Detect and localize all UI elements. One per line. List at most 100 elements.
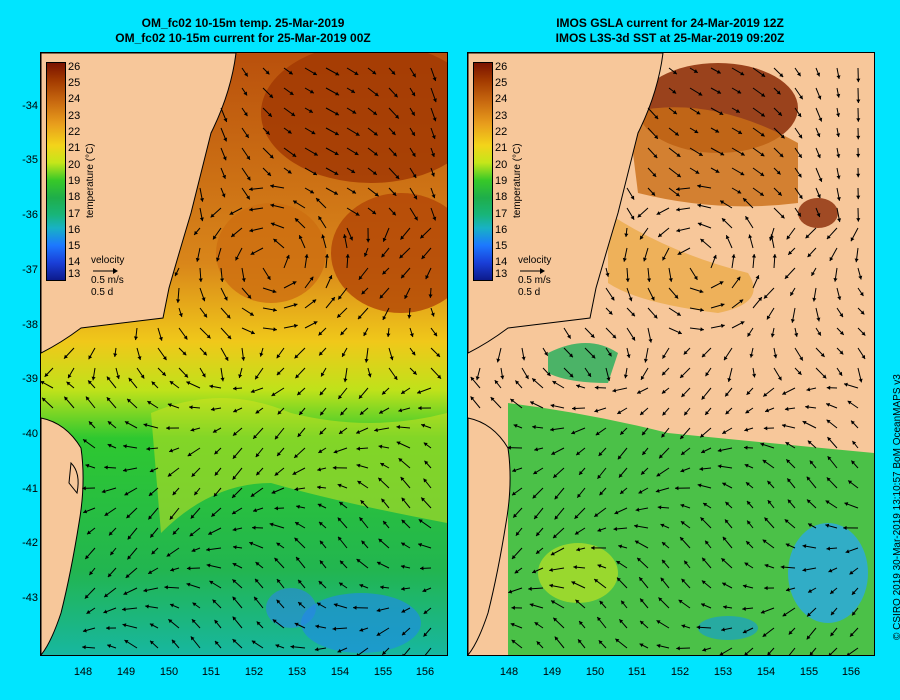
current-vector-arrow bbox=[689, 107, 701, 115]
current-vector-arrow bbox=[745, 407, 754, 414]
current-vector-arrow bbox=[199, 347, 208, 356]
current-vector-arrow bbox=[186, 566, 201, 571]
current-vector-arrow bbox=[731, 127, 743, 135]
current-vector-arrow bbox=[149, 623, 159, 629]
current-vector-arrow bbox=[122, 467, 138, 473]
current-vector-arrow bbox=[367, 167, 378, 176]
current-vector-arrow bbox=[470, 396, 481, 409]
current-vector-arrow bbox=[249, 227, 264, 233]
colorbar-tick: 26 bbox=[495, 61, 508, 73]
current-vector-arrow bbox=[381, 647, 390, 655]
current-vector-arrow bbox=[324, 254, 330, 269]
current-vector-arrow bbox=[296, 387, 306, 396]
current-vector-arrow bbox=[647, 147, 658, 159]
current-vector-arrow bbox=[642, 247, 649, 262]
current-vector-arrow bbox=[166, 547, 180, 557]
current-vector-arrow bbox=[346, 207, 360, 216]
current-vector-arrow bbox=[805, 227, 817, 239]
lon-label: 148 bbox=[73, 666, 93, 678]
lon-label: 153 bbox=[287, 666, 307, 678]
current-vector-arrow bbox=[571, 406, 586, 411]
current-vector-arrow bbox=[294, 217, 306, 229]
current-vector-arrow bbox=[857, 267, 863, 280]
current-vector-arrow bbox=[815, 367, 827, 379]
current-vector-arrow bbox=[535, 547, 544, 555]
current-vector-arrow bbox=[230, 227, 243, 238]
current-vector-arrow bbox=[168, 447, 180, 453]
current-vector-arrow bbox=[658, 597, 670, 609]
left-title-line2: OM_fc02 10-15m current for 25-Mar-2019 0… bbox=[115, 31, 371, 45]
current-vector-arrow bbox=[617, 407, 628, 415]
current-vector-arrow bbox=[639, 620, 649, 629]
current-vector-arrow bbox=[710, 147, 725, 156]
current-vector-arrow bbox=[82, 486, 96, 491]
current-vector-arrow bbox=[276, 542, 285, 549]
current-vector-arrow bbox=[773, 127, 785, 139]
current-vector-arrow bbox=[423, 607, 432, 615]
current-vector-arrow bbox=[512, 507, 523, 518]
current-vector-arrow bbox=[661, 387, 670, 394]
current-vector-arrow bbox=[536, 640, 544, 649]
current-vector-arrow bbox=[535, 527, 544, 537]
colorbar-tick: 22 bbox=[495, 126, 508, 138]
right-title-line1: IMOS GSLA current for 24-Mar-2019 12Z bbox=[556, 16, 784, 30]
current-vector-arrow bbox=[157, 367, 167, 377]
current-vector-arrow bbox=[283, 107, 296, 117]
current-vector-arrow bbox=[325, 127, 339, 136]
current-vector-arrow bbox=[772, 253, 777, 269]
current-vector-arrow bbox=[101, 487, 117, 494]
current-vector-arrow bbox=[639, 407, 649, 416]
current-vector-arrow bbox=[297, 427, 306, 438]
current-vector-arrow bbox=[241, 147, 251, 161]
lon-label: 153 bbox=[713, 666, 733, 678]
current-vector-arrow bbox=[399, 247, 411, 259]
current-vector-arrow bbox=[423, 478, 432, 489]
current-vector-arrow bbox=[421, 423, 432, 429]
current-vector-arrow bbox=[107, 567, 117, 578]
current-vector-arrow bbox=[356, 647, 369, 655]
current-vector-arrow bbox=[752, 107, 766, 117]
current-vector-arrow bbox=[681, 578, 691, 589]
current-vector-arrow bbox=[199, 367, 206, 378]
current-vector-arrow bbox=[220, 187, 226, 198]
current-vector-arrow bbox=[725, 234, 733, 249]
current-vector-arrow bbox=[647, 127, 659, 140]
current-vector-arrow bbox=[668, 327, 682, 335]
current-vector-arrow bbox=[727, 367, 733, 382]
current-vector-arrow bbox=[656, 207, 670, 215]
current-vector-arrow bbox=[409, 87, 416, 97]
current-vector-arrow bbox=[241, 287, 252, 299]
current-vector-arrow bbox=[856, 187, 861, 200]
current-vector-arrow bbox=[89, 567, 96, 576]
current-vector-arrow bbox=[584, 367, 592, 378]
current-vector-arrow bbox=[103, 607, 117, 614]
current-vector-arrow bbox=[626, 187, 635, 200]
current-vector-arrow bbox=[815, 87, 822, 100]
current-vector-arrow bbox=[475, 367, 481, 381]
current-vector-arrow bbox=[532, 425, 544, 430]
current-vector-arrow bbox=[367, 87, 379, 97]
current-vector-arrow bbox=[191, 467, 201, 478]
current-vector-arrow bbox=[752, 187, 765, 197]
current-vector-arrow bbox=[767, 499, 775, 509]
current-vector-arrow bbox=[295, 556, 306, 569]
current-vector-arrow bbox=[613, 526, 628, 531]
current-vector-arrow bbox=[847, 400, 859, 409]
current-vector-arrow bbox=[430, 187, 436, 199]
current-vector-arrow bbox=[731, 67, 745, 76]
current-vector-arrow bbox=[206, 547, 222, 552]
current-vector-arrow bbox=[683, 407, 691, 416]
current-vector-arrow bbox=[763, 426, 775, 431]
current-vector-arrow bbox=[147, 567, 159, 575]
current-vector-arrow bbox=[376, 561, 390, 569]
current-vector-arrow bbox=[255, 447, 264, 458]
current-vector-arrow bbox=[318, 447, 327, 454]
current-vector-arrow bbox=[542, 367, 551, 377]
current-vector-arrow bbox=[164, 585, 180, 590]
current-vector-arrow bbox=[496, 347, 502, 363]
current-vector-arrow bbox=[317, 503, 327, 509]
current-vector-arrow bbox=[378, 538, 390, 549]
current-vector-arrow bbox=[207, 527, 222, 535]
current-vector-arrow bbox=[575, 599, 586, 609]
current-vector-arrow bbox=[388, 67, 396, 75]
